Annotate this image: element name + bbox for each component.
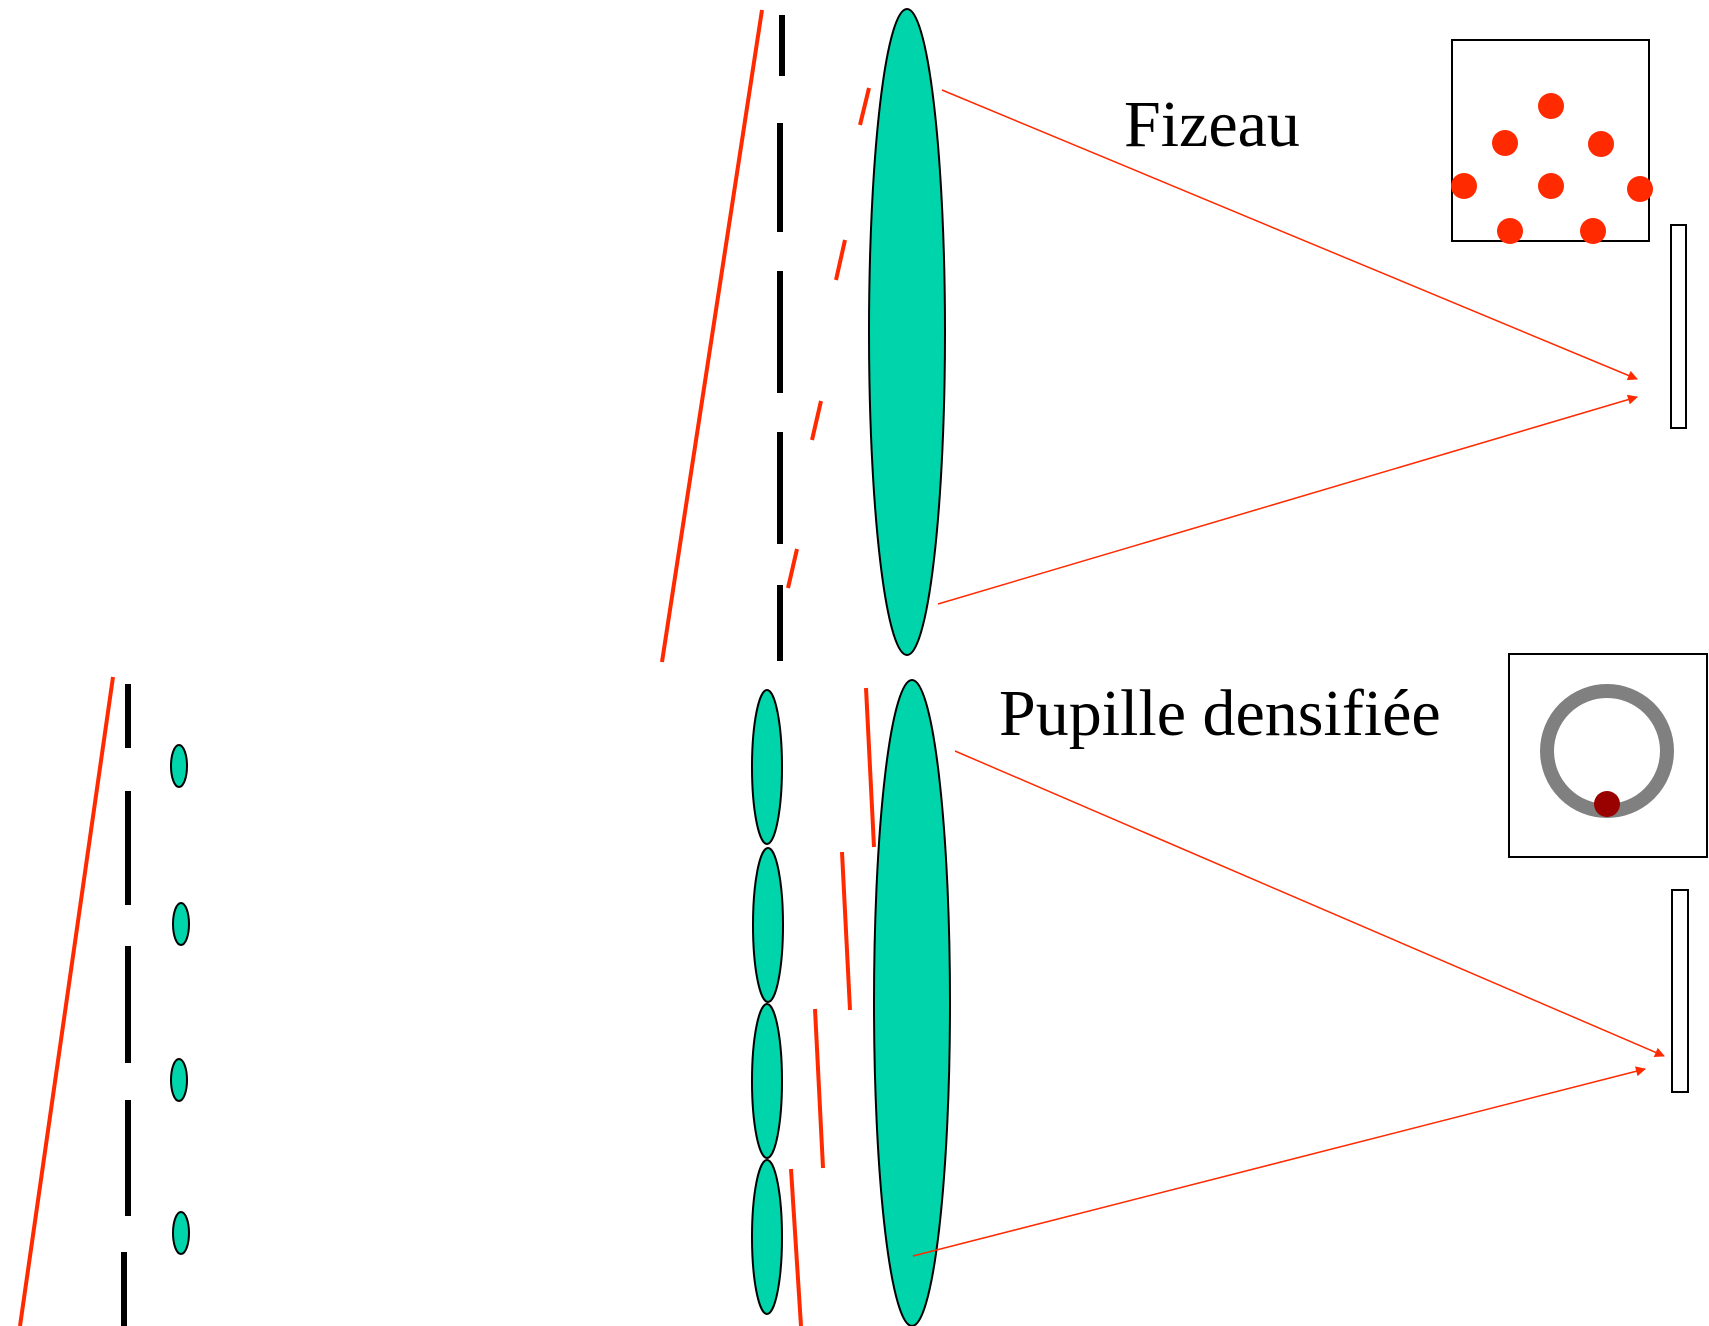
ray-bottom-lower [912, 1066, 1646, 1257]
fizeau-label: Fizeau [1124, 88, 1300, 161]
fizeau-section: Fizeau [660, 8, 1687, 663]
output-lenslets [751, 689, 784, 1315]
tilted-wavefront-bottom [18, 676, 115, 1326]
pupil-mask-top [777, 15, 785, 661]
spot-icon [1627, 176, 1653, 202]
pupil-mask-bottom [121, 684, 131, 1326]
main-lens-top [868, 8, 946, 656]
subpupil-wavefronts-bottom [789, 687, 876, 1326]
main-lens-bottom [873, 679, 951, 1326]
spot-icon [1594, 791, 1620, 817]
spot-icon [1538, 173, 1564, 199]
lens-icon [751, 689, 783, 845]
detector-bottom [1671, 889, 1689, 1093]
lens-icon [752, 847, 784, 1003]
fizeau-image-frame [1451, 39, 1650, 242]
spot-icon [1580, 218, 1606, 244]
lens-icon [751, 1159, 783, 1315]
lens-icon [751, 1003, 783, 1159]
ray-top-upper [941, 89, 1638, 381]
subpupil-wavefronts-top [786, 87, 871, 589]
spot-icon [1588, 131, 1614, 157]
lens-icon [172, 902, 190, 946]
ray-top-lower [937, 394, 1638, 605]
lens-icon [170, 744, 188, 788]
ray-bottom-upper [954, 750, 1665, 1058]
spot-icon [1492, 130, 1518, 156]
spot-icon [1497, 218, 1523, 244]
fizeau-image-inset [1451, 39, 1653, 244]
densified-section: Pupille densifiée [18, 653, 1708, 1326]
tilted-wavefront-top [660, 9, 764, 663]
densified-image-inset [1508, 653, 1708, 858]
fizeau-image-dots [1451, 93, 1653, 244]
detector-top [1670, 224, 1687, 429]
lens-icon [172, 1211, 190, 1255]
spot-icon [1538, 93, 1564, 119]
densified-label: Pupille densifiée [999, 677, 1441, 750]
lens-icon [170, 1058, 188, 1102]
spot-icon [1451, 173, 1477, 199]
input-lenslets [170, 744, 190, 1255]
